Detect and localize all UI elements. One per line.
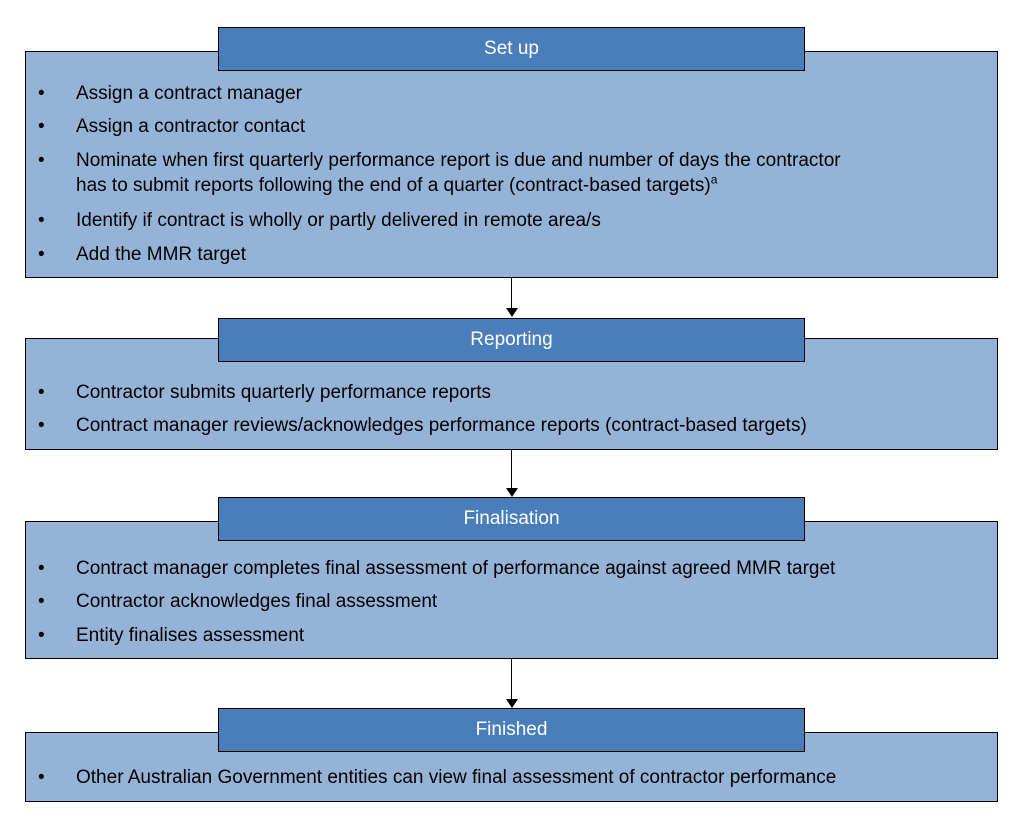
arrow-down-icon	[506, 699, 518, 708]
item-text: Assign a contractor contact	[76, 116, 306, 137]
item-text: Add the MMR target	[76, 244, 247, 265]
bullet: •	[38, 591, 45, 612]
connector-line	[511, 278, 512, 308]
stage-finished-title: Finished	[218, 708, 805, 752]
list-item: • Contractor acknowledges final assessme…	[26, 590, 987, 613]
bullet: •	[38, 210, 45, 231]
item-text: Entity finalises assessment	[76, 625, 305, 646]
arrow-down-icon	[506, 308, 518, 317]
connector-line	[511, 450, 512, 488]
item-text: Contract manager reviews/acknowledges pe…	[76, 415, 807, 436]
list-item: • Identify if contract is wholly or part…	[26, 209, 987, 232]
list-item: • Contractor submits quarterly performan…	[26, 381, 987, 404]
arrow-down-icon	[506, 488, 518, 497]
item-text: Other Australian Government entities can…	[76, 767, 837, 788]
item-text: Assign a contract manager	[76, 83, 303, 104]
stage-reporting-title: Reporting	[218, 318, 805, 362]
stage-setup-box: • Assign a contract manager • Assign a c…	[25, 51, 998, 278]
list-item-continuation: has to submit reports following the end …	[26, 174, 987, 197]
list-item: • Nominate when first quarterly performa…	[26, 149, 987, 172]
bullet: •	[38, 558, 45, 579]
bullet: •	[38, 625, 45, 646]
stage-finalisation-title: Finalisation	[218, 497, 805, 541]
item-text: Contractor submits quarterly performance…	[76, 382, 491, 403]
bullet: •	[38, 415, 45, 436]
list-item: • Contract manager reviews/acknowledges …	[26, 414, 987, 437]
list-item: • Contract manager completes final asses…	[26, 557, 987, 580]
bullet: •	[38, 382, 45, 403]
item-text: has to submit reports following the end …	[76, 175, 711, 196]
connector-line	[511, 659, 512, 699]
list-item: • Add the MMR target	[26, 243, 987, 266]
footnote-marker: a	[710, 172, 718, 187]
bullet: •	[38, 767, 45, 788]
list-item: • Entity finalises assessment	[26, 624, 987, 647]
bullet: •	[38, 83, 45, 104]
list-item: • Assign a contractor contact	[26, 115, 987, 138]
item-text: Nominate when first quarterly performanc…	[76, 150, 841, 171]
item-text: Contract manager completes final assessm…	[76, 558, 836, 579]
item-text: Contractor acknowledges final assessment	[76, 591, 438, 612]
bullet: •	[38, 116, 45, 137]
item-text: Identify if contract is wholly or partly…	[76, 210, 601, 231]
stage-setup-title: Set up	[218, 27, 805, 71]
list-item: • Assign a contract manager	[26, 82, 987, 105]
list-item: • Other Australian Government entities c…	[26, 766, 987, 789]
stage-finalisation-box: • Contract manager completes final asses…	[25, 521, 998, 659]
bullet: •	[38, 150, 45, 171]
bullet: •	[38, 244, 45, 265]
